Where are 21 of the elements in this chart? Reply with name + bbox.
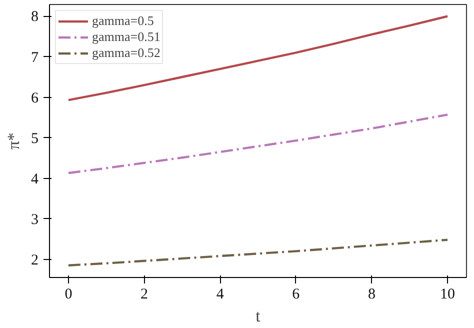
y-tick-label: 4 <box>31 171 39 188</box>
y-tick-label: 8 <box>31 9 38 26</box>
y-tick-label: 7 <box>31 50 39 66</box>
legend-label: gamma=0.51 <box>92 29 160 45</box>
legend-label: gamma=0.5 <box>92 13 154 29</box>
line-series <box>67 238 449 266</box>
x-axis-title: t <box>256 306 261 326</box>
y-tick-label: 2 <box>31 252 38 268</box>
line-series <box>67 114 449 174</box>
line-series <box>67 15 449 102</box>
x-tick-label: 2 <box>140 286 148 302</box>
x-tick-label: 6 <box>292 286 300 302</box>
x-tick-label: 0 <box>64 286 72 302</box>
y-tick-label: 3 <box>31 212 38 228</box>
legend-label: gamma=0.52 <box>92 45 160 61</box>
x-tick-label: 10 <box>440 286 456 302</box>
x-tick-label: 8 <box>368 286 376 302</box>
x-tick-label: 4 <box>216 286 224 302</box>
y-tick-label: 5 <box>31 130 38 147</box>
y-axis-title: π* <box>4 132 23 150</box>
y-tick-label: 6 <box>31 90 39 106</box>
